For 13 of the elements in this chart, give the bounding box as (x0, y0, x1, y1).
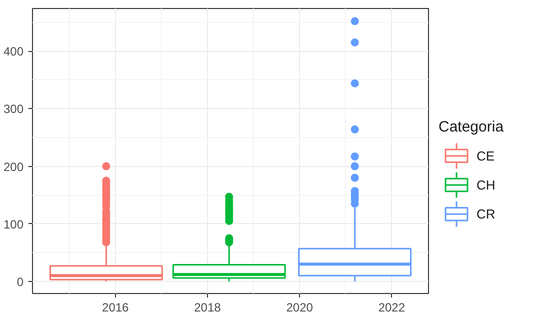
x-tick-label: 2022 (378, 300, 406, 314)
legend-label: CH (476, 178, 496, 193)
y-tick-label: 400 (3, 44, 24, 59)
y-tick-label: 200 (3, 160, 24, 174)
x-tick-label: 2018 (194, 300, 222, 314)
x-tick-label: 2016 (102, 300, 130, 314)
legend-title: Categoria (438, 118, 504, 136)
legend-label: CE (476, 148, 495, 164)
y-tick-label: 100 (3, 217, 24, 232)
legend-label: CR (476, 206, 496, 222)
x-tick-label: 2020 (286, 300, 314, 314)
y-tick-label: 0 (16, 274, 24, 289)
y-tick-label: 300 (3, 102, 24, 116)
